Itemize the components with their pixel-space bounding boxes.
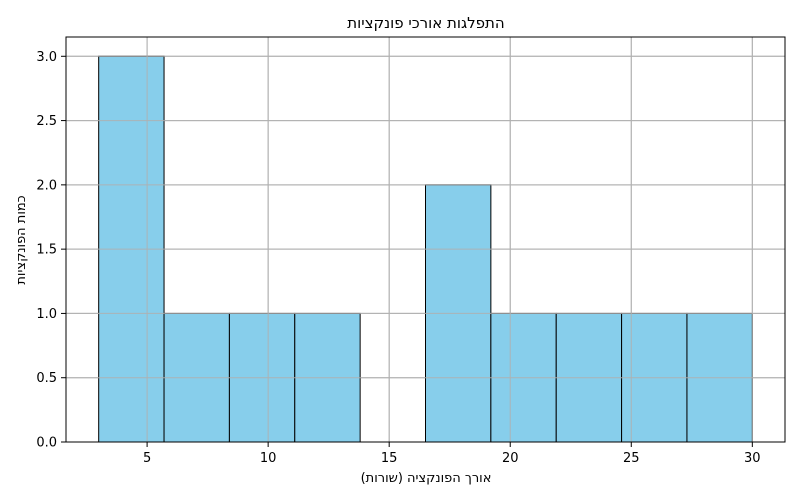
y-axis-label: כמות הפונקציות (14, 195, 29, 284)
y-tick-label: 3.0 (36, 50, 57, 65)
plot-frame (65, 36, 786, 443)
x-tick-label: 25 (623, 451, 640, 466)
y-tick-label: 1.5 (36, 243, 57, 258)
y-tick-label: 0.0 (36, 436, 57, 451)
y-tick-label: 2.5 (36, 114, 57, 129)
chart-title: התפלגות אורכי פונקציות (347, 14, 504, 32)
x-tick-label: 5 (143, 451, 151, 466)
x-axis-label: אורך הפונקציה (שורות) (361, 471, 492, 486)
y-axis-ticks: 0.0 0.5 1.0 1.5 2.0 2.5 3.0 (36, 50, 66, 451)
y-tick-label: 0.5 (36, 371, 57, 386)
x-tick-label: 10 (260, 451, 277, 466)
x-tick-label: 30 (744, 451, 761, 466)
x-tick-label: 15 (381, 451, 398, 466)
y-tick-label: 2.0 (36, 178, 57, 193)
x-axis-ticks: 5 10 15 20 25 30 (143, 442, 761, 466)
y-tick-label: 1.0 (36, 307, 57, 322)
grid-overlay (66, 37, 785, 443)
x-tick-label: 20 (502, 451, 519, 466)
